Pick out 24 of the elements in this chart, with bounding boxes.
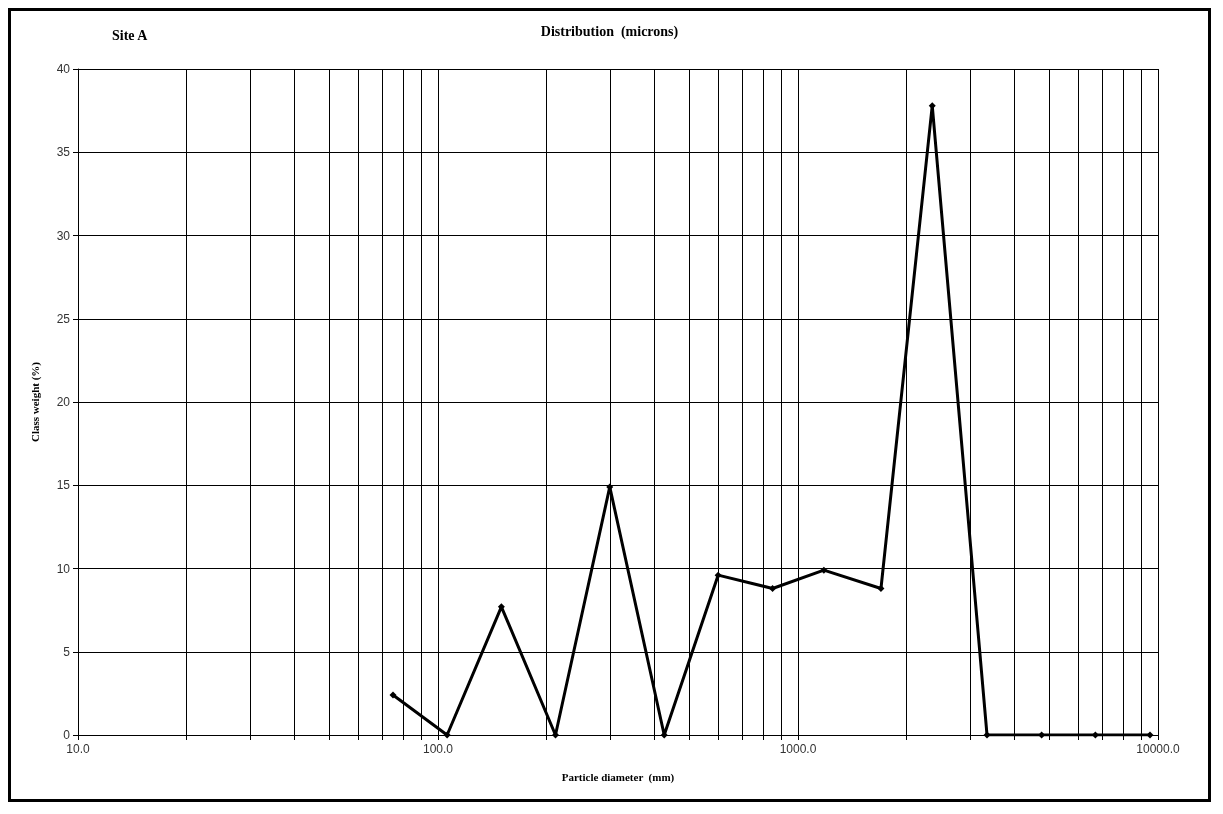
y-tick-label: 15 [56, 478, 71, 493]
point [983, 731, 991, 739]
y-tick-label: 30 [56, 228, 71, 243]
y-tick-label: 20 [56, 395, 71, 409]
chart-title: Distribution (microns) [540, 23, 679, 40]
point [820, 566, 828, 574]
point [714, 571, 722, 579]
x-axis-title: Particle diameter (mm) [561, 770, 675, 784]
y-tick-label: 35 [56, 145, 71, 160]
point [769, 584, 777, 592]
x-tick-label: 10000.0 [1136, 742, 1181, 756]
point [443, 731, 451, 739]
x-tick-label: 10.0 [66, 742, 90, 756]
point [1146, 731, 1154, 739]
y-tick-label: 40 [56, 62, 71, 76]
point [389, 691, 397, 699]
y-tick-label: 25 [56, 311, 71, 326]
x-tick-label: 100.0 [422, 742, 454, 756]
y-tick-label: 10 [56, 561, 71, 576]
y-axis-title: Class weight (%) [28, 361, 42, 443]
x-tick-label: 1000.0 [779, 742, 817, 756]
y-tick-label: 0 [63, 728, 71, 742]
chart-subtitle: Site A [112, 27, 149, 43]
y-tick-label: 5 [63, 644, 71, 659]
